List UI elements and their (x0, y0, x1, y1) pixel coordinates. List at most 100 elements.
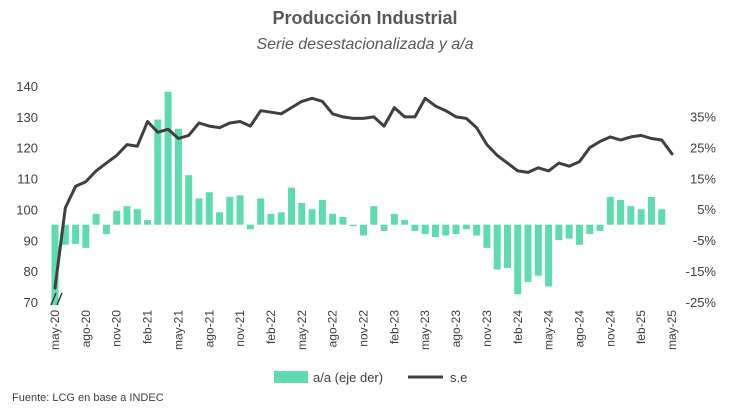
source-note: Fuente: LCG en base a INDEC (12, 392, 164, 404)
bar (452, 224, 460, 234)
bar (534, 224, 542, 276)
bar (370, 206, 378, 225)
bar (277, 212, 285, 225)
bar (164, 91, 172, 225)
x-tick-label: ago-21 (202, 310, 216, 348)
x-tick-label: feb-25 (634, 310, 648, 344)
left-tick-label: 110 (17, 172, 38, 187)
bar (390, 213, 398, 225)
bar (627, 206, 635, 225)
left-tick-label: 120 (16, 141, 38, 156)
bar (473, 224, 481, 236)
bar (174, 128, 182, 225)
bar (236, 195, 244, 225)
right-tick-label: -5% (693, 233, 717, 248)
bar (246, 224, 254, 230)
bar (442, 224, 450, 236)
bar (288, 187, 296, 225)
x-axis: may-20 ago-20 nov-20 feb-21 may-21 ago-21 nov-… (48, 292, 679, 350)
x-tick-label: may-21 (171, 310, 185, 350)
left-tick-label: 90 (24, 233, 38, 248)
bar (318, 199, 326, 225)
bar-series-a-a (51, 91, 666, 306)
bar (72, 224, 80, 244)
left-tick-label: 70 (24, 295, 38, 310)
legend-label-line: s.e (450, 370, 467, 385)
bar (545, 224, 553, 287)
bar (216, 212, 224, 225)
right-tick-label: 5% (697, 202, 716, 217)
bar (596, 224, 604, 231)
bar (586, 224, 594, 234)
bar (195, 198, 203, 225)
bar (144, 220, 152, 225)
bar (329, 213, 337, 225)
bar (421, 224, 429, 234)
bar (349, 224, 357, 227)
bar (61, 224, 69, 245)
bar (102, 224, 110, 234)
x-tick-label: feb-24 (511, 310, 525, 344)
bar (462, 224, 470, 230)
bar (575, 224, 583, 245)
bar (226, 196, 234, 225)
bar (51, 224, 59, 306)
x-tick-label: feb-21 (141, 310, 155, 344)
left-axis: 140 130 120 110 100 90 80 70 (16, 79, 38, 310)
bar (483, 224, 491, 248)
bar (637, 209, 645, 225)
x-tick-label: may-25 (665, 310, 679, 350)
legend-swatch-bar (274, 371, 308, 383)
bar (647, 196, 655, 225)
bar (411, 224, 419, 231)
bar (298, 203, 306, 225)
x-tick-label: nov-22 (357, 310, 371, 347)
line-series-s-e (53, 96, 674, 290)
x-tick-label: feb-23 (387, 310, 401, 344)
bar (308, 209, 316, 225)
bar (617, 199, 625, 225)
right-tick-label: 35% (690, 109, 716, 124)
bar (606, 196, 614, 225)
legend-label-bar: a/a (eje der) (313, 370, 383, 385)
x-tick-label: nov-23 (480, 310, 494, 347)
bar (257, 198, 265, 225)
bar (154, 119, 162, 225)
bar (133, 209, 141, 225)
bar (205, 192, 213, 225)
bar (92, 213, 100, 225)
x-tick-label: nov-21 (233, 310, 247, 347)
bar (267, 213, 275, 225)
legend: a/a (eje der) s.e (274, 370, 467, 385)
bar (555, 224, 563, 241)
left-tick-label: 80 (24, 264, 38, 279)
bar (431, 224, 439, 238)
right-tick-label: 25% (690, 140, 716, 155)
bar (380, 224, 388, 231)
left-tick-label: 130 (16, 110, 38, 125)
left-tick-label: 140 (16, 79, 38, 94)
bar (514, 224, 522, 295)
right-axis: 35% 25% 15% 5% -5% -15% -25% (686, 109, 717, 310)
x-tick-label: may-23 (418, 310, 432, 350)
x-tick-label: feb-22 (264, 310, 278, 344)
axis-break-mark (50, 292, 57, 306)
x-tick-label: ago-23 (449, 310, 463, 348)
bar (82, 224, 90, 248)
line-s-e (53, 96, 674, 290)
right-tick-label: -25% (686, 295, 717, 310)
bar (123, 206, 131, 225)
bar (524, 224, 532, 282)
x-tick-label: may-20 (48, 310, 62, 350)
axis-break-mark (56, 292, 63, 306)
bar (565, 224, 573, 239)
x-tick-label: may-24 (542, 310, 556, 350)
bar (401, 220, 409, 225)
chart-title: Producción Industrial (272, 8, 458, 28)
x-tick-label: ago-20 (79, 310, 93, 348)
bar (113, 210, 121, 225)
x-tick-label: may-22 (295, 310, 309, 350)
bar (503, 224, 511, 268)
bar (339, 216, 347, 225)
right-tick-label: -15% (686, 264, 717, 279)
